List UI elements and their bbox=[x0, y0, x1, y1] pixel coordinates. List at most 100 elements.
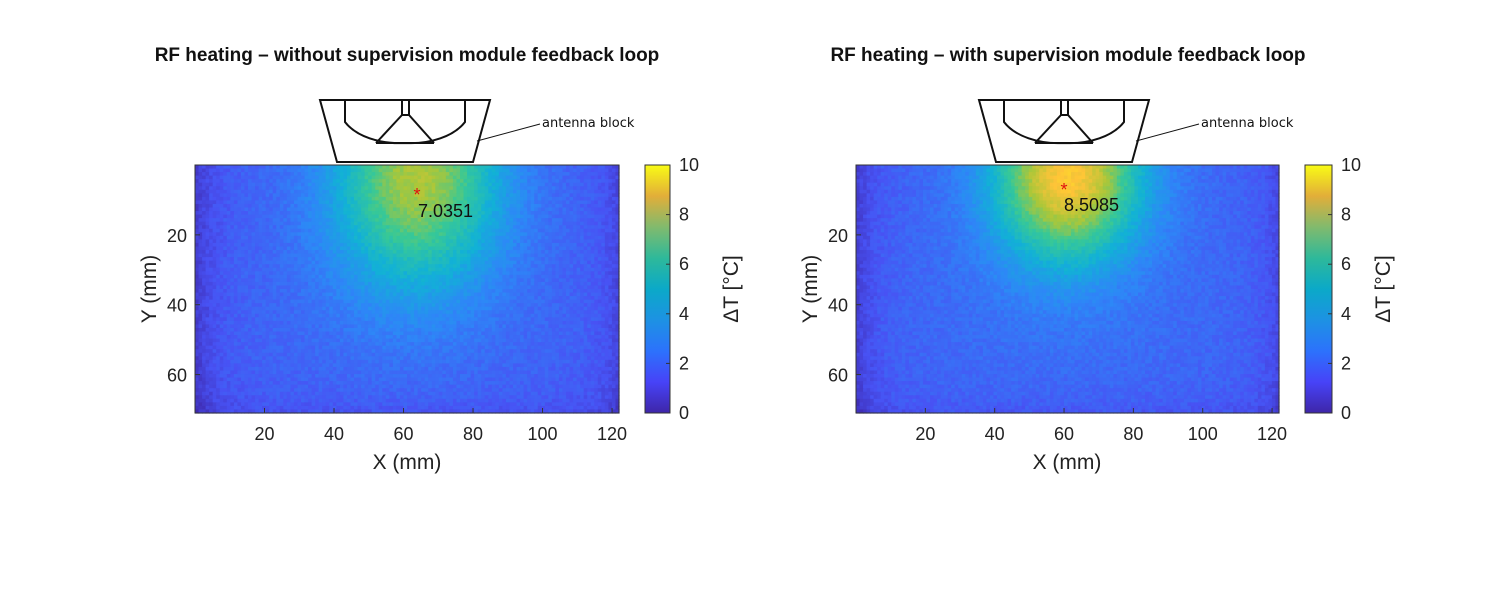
heatmap-cell bbox=[573, 246, 578, 251]
heatmap-cell bbox=[354, 289, 359, 294]
heatmap-cell bbox=[255, 172, 260, 177]
heatmap-cell bbox=[460, 175, 465, 180]
heatmap-cell bbox=[498, 260, 503, 265]
heatmap-cell bbox=[555, 225, 560, 230]
heatmap-cell bbox=[290, 242, 295, 248]
heatmap-cell bbox=[343, 274, 348, 279]
heatmap-cell bbox=[382, 221, 387, 226]
heatmap-cell bbox=[297, 221, 302, 226]
heatmap-cell bbox=[562, 260, 567, 265]
heatmap-cell bbox=[378, 292, 383, 297]
heatmap-cell bbox=[378, 189, 383, 194]
heatmap-cell bbox=[417, 203, 422, 209]
heatmap-cell bbox=[304, 182, 309, 187]
heatmap-cell bbox=[198, 182, 203, 187]
heatmap-cell bbox=[308, 306, 313, 311]
heatmap-cell bbox=[279, 299, 284, 304]
heatmap-cell bbox=[484, 242, 489, 248]
heatmap-cell bbox=[513, 253, 518, 258]
heatmap-cell bbox=[513, 271, 518, 276]
heatmap-cell bbox=[516, 228, 521, 233]
heatmap-cell bbox=[583, 207, 588, 212]
heatmap-cell bbox=[354, 296, 359, 301]
heatmap-cell bbox=[329, 193, 334, 198]
heatmap-cell bbox=[502, 303, 507, 308]
heatmap-cell bbox=[195, 242, 200, 248]
heatmap-cell bbox=[322, 299, 327, 304]
heatmap-cell bbox=[583, 221, 588, 226]
heatmap-cell bbox=[410, 242, 415, 248]
heatmap-cell bbox=[329, 175, 334, 180]
heatmap-cell bbox=[265, 172, 270, 177]
heatmap-cell bbox=[318, 264, 323, 269]
heatmap-cell bbox=[438, 250, 443, 255]
heatmap-cell bbox=[308, 182, 313, 187]
heatmap-cell bbox=[216, 203, 221, 209]
heatmap-cell bbox=[251, 296, 256, 301]
heatmap-cell bbox=[315, 250, 320, 255]
heatmap-cell bbox=[279, 271, 284, 276]
heatmap-cell bbox=[604, 186, 609, 191]
heatmap-cell bbox=[343, 271, 348, 276]
heatmap-cell bbox=[611, 232, 617, 237]
heatmap-cell bbox=[212, 260, 217, 265]
heatmap-cell bbox=[502, 285, 507, 290]
heatmap-cell bbox=[414, 193, 419, 198]
heatmap-cell bbox=[460, 211, 465, 216]
heatmap-cell bbox=[544, 182, 549, 187]
heatmap-cell bbox=[445, 242, 450, 248]
heatmap-cell bbox=[456, 274, 461, 279]
heatmap-cell bbox=[502, 242, 507, 248]
heatmap-cell bbox=[209, 292, 214, 297]
heatmap-cell bbox=[315, 165, 320, 170]
heatmap-cell bbox=[378, 193, 383, 198]
heatmap-cell bbox=[251, 211, 256, 216]
heatmap-cell bbox=[523, 285, 528, 290]
heatmap-cell bbox=[481, 250, 486, 255]
heatmap-cell bbox=[541, 296, 546, 301]
heatmap-cell bbox=[389, 296, 394, 301]
heatmap-cell bbox=[308, 189, 313, 194]
heatmap-cell bbox=[392, 235, 397, 240]
heatmap-cell bbox=[566, 172, 571, 177]
heatmap-cell bbox=[537, 257, 542, 262]
heatmap-cell bbox=[219, 267, 224, 272]
heatmap-cell bbox=[569, 242, 574, 248]
heatmap-cell bbox=[195, 278, 200, 283]
heatmap-cell bbox=[364, 182, 369, 187]
heatmap-cell bbox=[322, 267, 327, 272]
heatmap-cell bbox=[495, 264, 500, 269]
heatmap-cell bbox=[315, 200, 320, 205]
heatmap-cell bbox=[297, 242, 302, 248]
heatmap-cell bbox=[407, 225, 412, 230]
heatmap-cell bbox=[265, 299, 270, 304]
heatmap-cell bbox=[339, 253, 344, 258]
heatmap-cell bbox=[368, 200, 373, 205]
heatmap-cell bbox=[481, 292, 486, 297]
heatmap-cell bbox=[481, 211, 486, 216]
heatmap-cell bbox=[255, 267, 260, 272]
heatmap-cell bbox=[410, 221, 415, 226]
heatmap-cell bbox=[332, 239, 337, 244]
heatmap-cell bbox=[580, 278, 585, 283]
heatmap-cell bbox=[523, 200, 528, 205]
heatmap-cell bbox=[587, 221, 592, 226]
heatmap-cell bbox=[544, 179, 549, 184]
heatmap-cell bbox=[477, 207, 482, 212]
heatmap-cell bbox=[615, 168, 620, 173]
heatmap-cell bbox=[262, 281, 267, 287]
heatmap-cell bbox=[460, 207, 465, 212]
heatmap-cell bbox=[396, 271, 401, 276]
heatmap-cell bbox=[520, 278, 525, 283]
heatmap-cell bbox=[431, 260, 436, 265]
heatmap-cell bbox=[520, 285, 525, 290]
heatmap-cell bbox=[322, 228, 327, 233]
heatmap-cell bbox=[495, 299, 500, 304]
heatmap-cell bbox=[205, 232, 210, 237]
heatmap-cell bbox=[530, 292, 535, 297]
heatmap-cell bbox=[336, 239, 341, 244]
heatmap-cell bbox=[258, 225, 263, 230]
heatmap-cell bbox=[431, 250, 436, 255]
heatmap-cell bbox=[368, 260, 373, 265]
